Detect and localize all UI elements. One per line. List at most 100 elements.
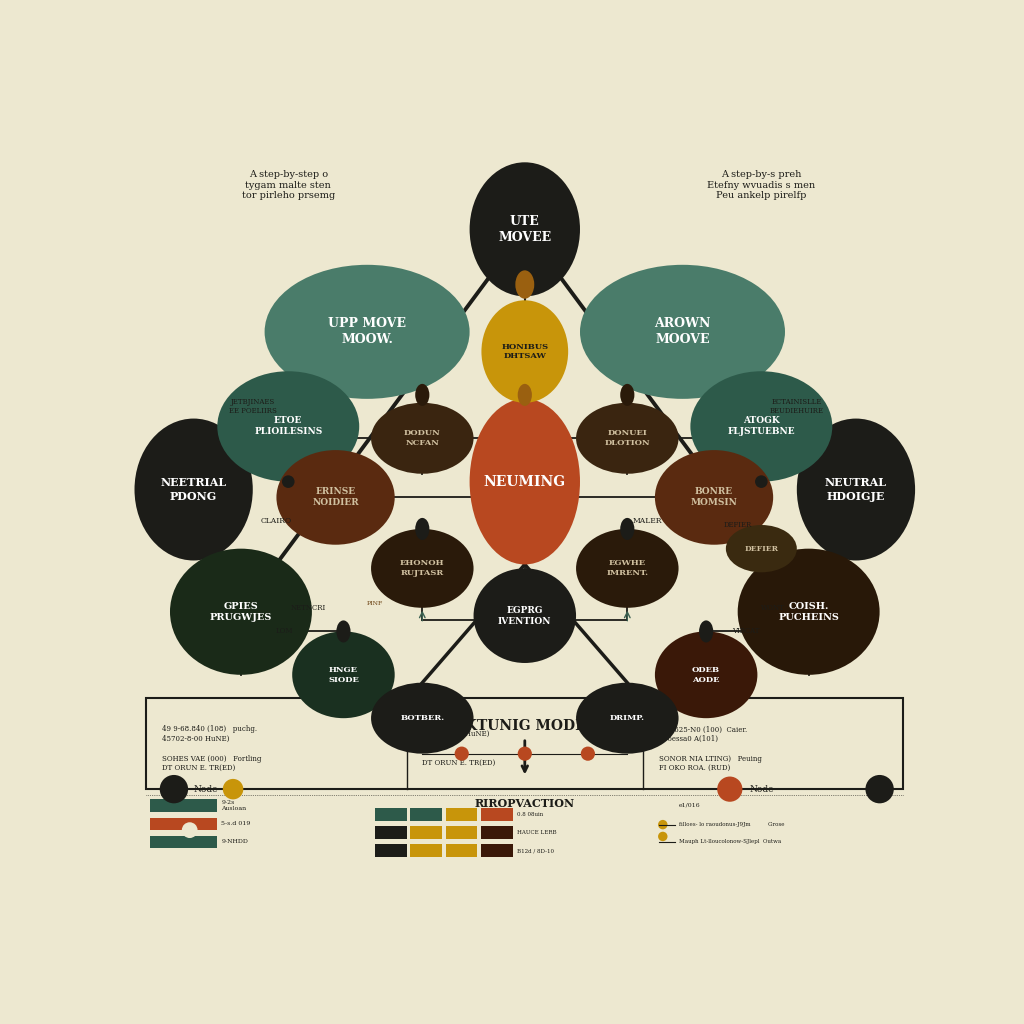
Text: AROWN
MOOVE: AROWN MOOVE (654, 317, 711, 346)
Text: BOTBER.: BOTBER. (400, 714, 444, 722)
Ellipse shape (415, 384, 429, 406)
FancyBboxPatch shape (375, 845, 407, 857)
Ellipse shape (577, 529, 679, 608)
Circle shape (160, 775, 188, 804)
Text: NEUMING: NEUMING (483, 475, 566, 488)
Ellipse shape (699, 621, 714, 642)
FancyBboxPatch shape (446, 808, 477, 820)
Text: ETOE
PLIOILESINS: ETOE PLIOILESINS (254, 417, 323, 436)
Ellipse shape (737, 549, 880, 675)
FancyBboxPatch shape (151, 817, 217, 830)
FancyBboxPatch shape (151, 800, 217, 812)
Text: 49 9-68.840 (108)   puchg.
45702-8-00 HuNE): 49 9-68.840 (108) puchg. 45702-8-00 HuNE… (162, 725, 257, 742)
Text: DODUN
NCFAN: DODUN NCFAN (403, 429, 440, 447)
Text: DEFIER: DEFIER (744, 545, 778, 553)
Text: ODEB
AODE: ODEB AODE (692, 666, 720, 684)
Text: ERINSE
NOIDIER: ERINSE NOIDIER (312, 487, 358, 508)
FancyBboxPatch shape (481, 845, 513, 857)
FancyBboxPatch shape (481, 808, 513, 820)
Ellipse shape (621, 518, 635, 540)
Ellipse shape (518, 384, 531, 406)
Text: Node: Node (750, 784, 774, 794)
Text: 9-NHDD: 9-NHDD (221, 840, 248, 845)
Ellipse shape (264, 265, 470, 399)
Circle shape (223, 779, 244, 800)
Text: filloes- lo raoudonus-J9Jm          Grose: filloes- lo raoudonus-J9Jm Grose (679, 822, 784, 827)
Text: HAUCE LERB: HAUCE LERB (517, 830, 556, 835)
Text: JETBJINAES
EE POELIIRS: JETBJINAES EE POELIIRS (228, 398, 276, 416)
Ellipse shape (470, 399, 580, 564)
Ellipse shape (336, 621, 350, 642)
Text: LOM: LOM (275, 628, 293, 636)
Ellipse shape (690, 372, 833, 481)
Ellipse shape (655, 451, 773, 545)
Text: A step-by-s preh
Etefny wvuadis s men
Peu ankelp pirelfp: A step-by-s preh Etefny wvuadis s men Pe… (708, 170, 815, 200)
Text: DONUEI
DLOTION: DONUEI DLOTION (604, 429, 650, 447)
Text: COISH.
PUCHEINS: COISH. PUCHEINS (778, 602, 839, 622)
Text: SONOR NIA LTING)   Peuing
FI OKO ROA. (RUD): SONOR NIA LTING) Peuing FI OKO ROA. (RUD… (658, 755, 762, 772)
Ellipse shape (170, 549, 312, 675)
Text: WONT: WONT (761, 604, 785, 611)
Text: ATOGK
FLJSTUEBNE: ATOGK FLJSTUEBNE (727, 417, 796, 436)
Ellipse shape (655, 632, 758, 718)
Text: DRIMP.: DRIMP. (610, 714, 645, 722)
Text: Node: Node (194, 784, 218, 794)
Circle shape (182, 822, 198, 838)
Text: B12d / 8D-10: B12d / 8D-10 (517, 848, 554, 853)
Ellipse shape (726, 525, 797, 572)
Text: CLAIRO: CLAIRO (261, 517, 292, 525)
Ellipse shape (577, 683, 679, 754)
FancyBboxPatch shape (446, 845, 477, 857)
Text: e1/016: e1/016 (679, 803, 700, 807)
Ellipse shape (371, 529, 473, 608)
Ellipse shape (415, 518, 429, 540)
Text: HNGE
SIODE: HNGE SIODE (328, 666, 358, 684)
Text: RIROPVACTION: RIROPVACTION (475, 798, 574, 809)
FancyBboxPatch shape (151, 836, 217, 848)
Text: EHONOH
RUJTASR: EHONOH RUJTASR (400, 559, 444, 578)
Text: A step-by-step o
tygam malte sten
tor pirleho prsemg: A step-by-step o tygam malte sten tor pi… (242, 170, 335, 200)
Text: 0.8 08uin: 0.8 08uin (517, 812, 543, 817)
Text: DEFIER: DEFIER (724, 521, 752, 529)
Ellipse shape (481, 300, 568, 402)
Text: GPIES
PRUGWJES: GPIES PRUGWJES (210, 602, 272, 622)
Ellipse shape (515, 270, 535, 299)
FancyBboxPatch shape (146, 698, 903, 790)
Circle shape (717, 776, 742, 802)
Text: SOHES VAE (000)   Fortling
DT ORUN E. TR(ED): SOHES VAE (000) Fortling DT ORUN E. TR(E… (162, 755, 261, 772)
Text: 45702-8-00 HuNE): 45702-8-00 HuNE) (422, 730, 489, 738)
Ellipse shape (276, 451, 394, 545)
Ellipse shape (217, 372, 359, 481)
Ellipse shape (470, 162, 580, 296)
Text: VIBCAT: VIBCAT (732, 628, 760, 636)
FancyBboxPatch shape (411, 826, 442, 839)
Text: NETNCRI: NETNCRI (291, 604, 326, 611)
Text: PINF: PINF (367, 601, 383, 606)
Circle shape (755, 475, 768, 488)
Circle shape (658, 831, 668, 841)
Text: Mauph Lt-lloucolonow-SJlepl  Outwa: Mauph Lt-lloucolonow-SJlepl Outwa (679, 840, 781, 845)
Text: LKTUNIG MODEL: LKTUNIG MODEL (455, 719, 595, 733)
Ellipse shape (797, 419, 915, 560)
Text: EGWHE
IMRENT.: EGWHE IMRENT. (606, 559, 648, 578)
Text: ECTAINISLLE
BEUDIEHUIRE: ECTAINISLLE BEUDIEHUIRE (770, 398, 824, 416)
Circle shape (282, 475, 295, 488)
FancyBboxPatch shape (375, 808, 407, 820)
Circle shape (455, 746, 469, 761)
Text: DT ORUN E. TR(ED): DT ORUN E. TR(ED) (422, 759, 496, 767)
Ellipse shape (134, 419, 253, 560)
Ellipse shape (580, 265, 785, 399)
Circle shape (865, 775, 894, 804)
Text: EGPRG
IVENTION: EGPRG IVENTION (498, 605, 552, 626)
Ellipse shape (371, 683, 473, 754)
Ellipse shape (621, 384, 635, 406)
Text: UPP MOVE
MOOW.: UPP MOVE MOOW. (328, 317, 407, 346)
Text: eo-0625-N0 (100)  Caier.
e9oessa0 A(101): eo-0625-N0 (100) Caier. e9oessa0 A(101) (658, 725, 748, 742)
Ellipse shape (473, 568, 577, 663)
Text: UTE
MOVEE: UTE MOVEE (499, 215, 551, 244)
FancyBboxPatch shape (375, 826, 407, 839)
Text: HONIBUS
DHTSAW: HONIBUS DHTSAW (501, 343, 549, 360)
Circle shape (581, 746, 595, 761)
Text: BONRE
MOMSIN: BONRE MOMSIN (690, 487, 737, 508)
Ellipse shape (292, 632, 394, 718)
